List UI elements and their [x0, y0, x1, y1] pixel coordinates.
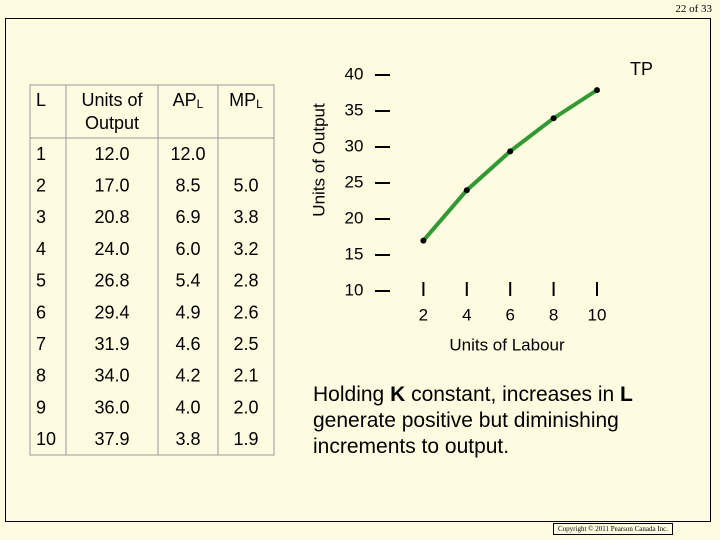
table-cell: 6 [36, 302, 46, 322]
table-cell: 8 [36, 366, 46, 386]
note-text: K [390, 383, 406, 406]
header-line: Units of [81, 90, 143, 110]
data-point [463, 187, 470, 194]
table-cell: 2 [36, 175, 46, 195]
note-text: generate positive but diminishing increm… [313, 409, 619, 458]
y-tick-label: 25 [345, 172, 364, 191]
table-cell: 9 [36, 397, 46, 417]
table-cell: 24.0 [94, 239, 129, 259]
table-cell: 5 [36, 271, 46, 291]
table-cell: 26.8 [94, 271, 129, 291]
table-cell: 5.0 [233, 175, 258, 195]
y-tick-label: 30 [345, 136, 364, 155]
table-cell: 4 [36, 239, 46, 259]
x-tick-label: 4 [462, 305, 471, 324]
data-point [420, 237, 427, 244]
table-cell: 7 [36, 334, 46, 354]
table-cell: 2.0 [233, 397, 258, 417]
y-axis-label: Units of Output [309, 103, 328, 217]
series-label: TP [630, 59, 653, 79]
table-cell: 3.2 [233, 239, 258, 259]
table-cell: 37.9 [94, 429, 129, 449]
y-tick-label: 10 [345, 280, 364, 299]
table-cell: 4.2 [175, 366, 200, 386]
y-tick-label: 15 [345, 244, 364, 263]
table-cell: 6.0 [175, 239, 200, 259]
table-cell: 2.1 [233, 366, 258, 386]
header-main: MP [229, 90, 256, 110]
table-cell: 3.8 [233, 207, 258, 227]
table-header: Units of Output [81, 90, 143, 133]
copyright: Copyright © 2011 Pearson Canada Inc. [553, 523, 674, 535]
x-tick-label: 2 [419, 305, 428, 324]
table-cell: 12.0 [170, 144, 205, 164]
x-tick-label: 6 [505, 305, 514, 324]
table-cell: 3.8 [175, 429, 200, 449]
frame [5, 18, 711, 522]
note-text: L [620, 383, 633, 406]
table-cell: 34.0 [94, 366, 129, 386]
table-cell: 3 [36, 207, 46, 227]
header-subscript: L [256, 97, 263, 111]
table-cell: 2.8 [233, 271, 258, 291]
table-cell: 20.8 [94, 207, 129, 227]
table-cell: 8.5 [175, 175, 200, 195]
x-axis-label: Units of Labour [449, 335, 565, 354]
x-tick-label: 10 [588, 305, 607, 324]
y-tick-label: 35 [345, 100, 364, 119]
table-cell: 5.4 [175, 271, 200, 291]
table-cell: 36.0 [94, 397, 129, 417]
table-cell: 4.6 [175, 334, 200, 354]
note: Holding K constant, increases in L gener… [313, 382, 703, 460]
table-cell: 4.0 [175, 397, 200, 417]
data-point [507, 148, 514, 155]
header-subscript: L [197, 97, 204, 111]
y-tick-label: 40 [345, 64, 364, 83]
table-cell: 17.0 [94, 175, 129, 195]
header-line: Output [85, 113, 139, 133]
page-counter: 22 of 33 [675, 3, 712, 15]
note-text: constant, increases in [405, 383, 621, 406]
table-cell: 31.9 [94, 334, 129, 354]
data-point [594, 87, 600, 94]
y-tick-label: 20 [345, 208, 364, 227]
table-cell: 29.4 [94, 302, 129, 322]
table-cell: 2.5 [233, 334, 258, 354]
x-tick-label: 8 [549, 305, 558, 324]
header-main: AP [173, 90, 197, 110]
data-point [550, 115, 557, 122]
table-cell: 1 [36, 144, 46, 164]
table-cell: 4.9 [175, 302, 200, 322]
table-border [29, 84, 275, 456]
table-header: MPL [229, 90, 263, 111]
table-cell: 1.9 [233, 429, 258, 449]
table-header: L [36, 90, 46, 110]
table-cell: 10 [36, 429, 56, 449]
table-cell: 12.0 [94, 144, 129, 164]
table-header: APL [173, 90, 204, 111]
series-line [421, 88, 599, 242]
table-cell: 2.6 [233, 302, 258, 322]
note-text: Holding [313, 383, 391, 406]
table-cell: 6.9 [175, 207, 200, 227]
